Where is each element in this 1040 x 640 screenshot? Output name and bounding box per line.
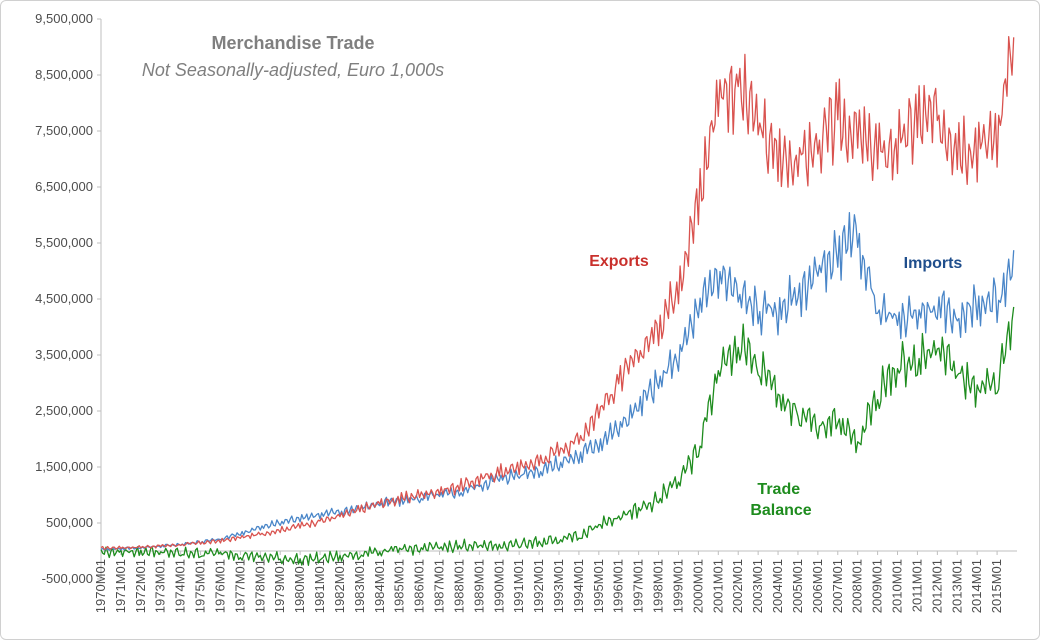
y-axis-ticks: 9,500,000 8,500,000 7,500,000 6,500,000 5,50…: [35, 11, 101, 586]
x-tick-label: 1984M01: [372, 559, 387, 613]
x-tick-label: 1980M01: [292, 559, 307, 613]
x-tick-label: 1999M01: [670, 559, 685, 613]
x-tick-label: 1973M01: [153, 559, 168, 613]
series-label-trade-balance: Trade Balance: [750, 481, 811, 519]
x-tick-label: 2006M01: [810, 559, 825, 613]
y-tick-label: -500,000: [42, 571, 93, 586]
x-tick-label: 1978M01: [252, 559, 267, 613]
y-tick-label: 7,500,000: [35, 123, 93, 138]
x-tick-label: 2008M01: [850, 559, 865, 613]
series-label-imports: Imports: [904, 255, 963, 272]
x-tick-label: 2005M01: [790, 559, 805, 613]
x-tick-label: 1982M01: [332, 559, 347, 613]
x-tick-label: 1974M01: [173, 559, 188, 613]
x-tick-label: 1992M01: [531, 559, 546, 613]
x-tick-label: 1972M01: [133, 559, 148, 613]
x-tick-label: 1996M01: [611, 559, 626, 613]
x-tick-label: 2000M01: [690, 559, 705, 613]
y-tick-label: 9,500,000: [35, 11, 93, 26]
x-tick-label: 2015M01: [989, 559, 1004, 613]
x-tick-label: 1986M01: [412, 559, 427, 613]
x-tick-label: 2009M01: [870, 559, 885, 613]
y-tick-label: 1,500,000: [35, 459, 93, 474]
y-tick-label: 4,500,000: [35, 291, 93, 306]
x-tick-label: 2010M01: [890, 559, 905, 613]
x-tick-label: 2004M01: [770, 559, 785, 613]
x-tick-label: 1970M01: [93, 559, 108, 613]
series-label-trade-balance-line2: Balance: [750, 502, 811, 519]
series-line-trade-balance: [100, 306, 1015, 566]
x-tick-label: 2003M01: [750, 559, 765, 613]
x-tick-label: 1977M01: [232, 559, 247, 613]
y-tick-label: 2,500,000: [35, 403, 93, 418]
y-tick-label: 500,000: [46, 515, 93, 530]
x-tick-label: 1995M01: [591, 559, 606, 613]
x-tick-label: 1994M01: [571, 559, 586, 613]
x-tick-label: 1985M01: [392, 559, 407, 613]
chart-subtitle: Not Seasonally-adjusted, Euro 1,000s: [142, 60, 444, 80]
series-label-trade-balance-line1: Trade: [757, 481, 800, 498]
x-tick-label: 2001M01: [710, 559, 725, 613]
x-tick-label: 1990M01: [491, 559, 506, 613]
x-tick-label: 1991M01: [511, 559, 526, 613]
x-tick-label: 1975M01: [193, 559, 208, 613]
x-tick-label: 2014M01: [969, 559, 984, 613]
x-tick-label: 1983M01: [352, 559, 367, 613]
x-tick-label: 1981M01: [312, 559, 327, 613]
x-tick-label: 2002M01: [730, 559, 745, 613]
x-tick-label: 2012M01: [929, 559, 944, 613]
y-tick-label: 6,500,000: [35, 179, 93, 194]
x-tick-label: 1997M01: [631, 559, 646, 613]
series-line-exports: [100, 36, 1015, 550]
x-tick-label: 2011M01: [909, 559, 924, 612]
y-tick-label: 3,500,000: [35, 347, 93, 362]
series-label-exports: Exports: [589, 253, 649, 270]
x-tick-label: 2013M01: [949, 559, 964, 613]
x-tick-label: 2007M01: [830, 559, 845, 613]
x-tick-label: 1987M01: [432, 559, 447, 613]
y-tick-label: 8,500,000: [35, 67, 93, 82]
series-lines: [100, 36, 1015, 566]
x-tick-label: 1988M01: [451, 559, 466, 613]
x-axis-ticks: 1970M01 1971M01 1972M01 1973M01 1974M01 1975M…: [93, 551, 1004, 613]
x-tick-label: 1989M01: [471, 559, 486, 613]
chart-title: Merchandise Trade: [211, 33, 374, 53]
series-line-imports: [100, 211, 1015, 551]
x-tick-label: 1993M01: [551, 559, 566, 613]
x-tick-label: 1979M01: [272, 559, 287, 613]
y-tick-label: 5,500,000: [35, 235, 93, 250]
x-tick-label: 1971M01: [113, 559, 128, 613]
x-tick-label: 1998M01: [651, 559, 666, 613]
x-tick-label: 1976M01: [212, 559, 227, 613]
